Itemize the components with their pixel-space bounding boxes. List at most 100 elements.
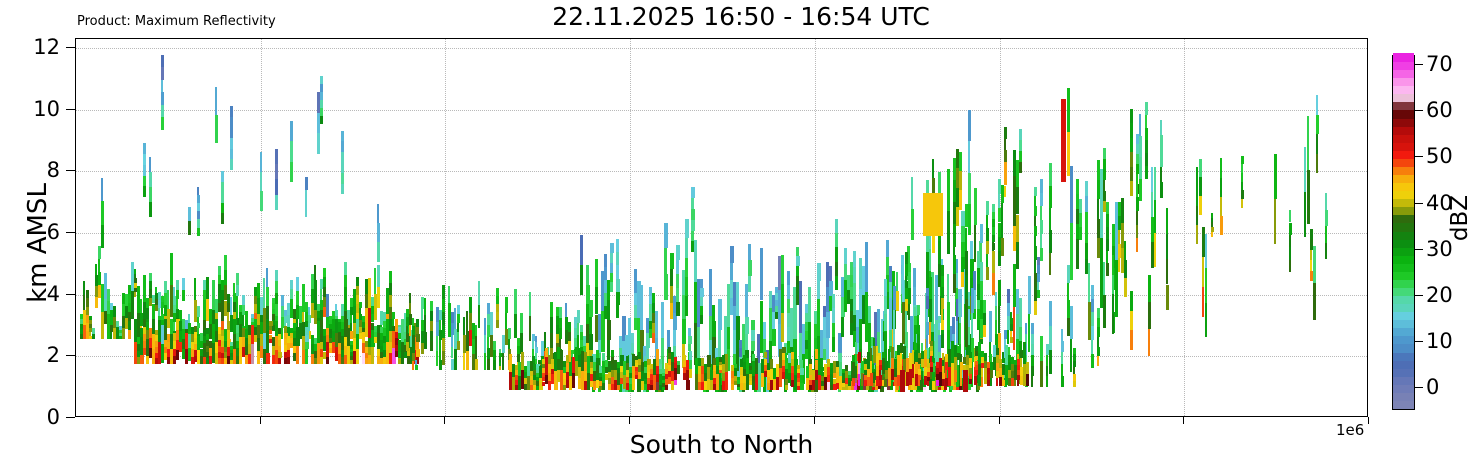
reflectivity-cell [82,295,86,311]
reflectivity-cell [866,382,870,391]
reflectivity-cell [914,361,919,374]
reflectivity-cell [423,315,427,333]
reflectivity-cell [127,321,132,331]
reflectivity-cell [388,283,392,296]
reflectivity-cell [890,369,894,381]
reflectivity-cell [340,173,344,184]
reflectivity-cell [1159,166,1163,183]
reflectivity-cell [781,283,784,314]
reflectivity-cell [579,332,584,340]
reflectivity-cell [154,298,159,305]
reflectivity-cell [725,353,728,372]
reflectivity-cell [764,358,767,365]
reflectivity-cell [812,380,815,391]
reflectivity-cell [865,241,868,292]
reflectivity-cell [641,371,644,381]
reflectivity-cell [536,363,540,369]
reflectivity-cell [229,297,233,315]
reflectivity-cell [1015,241,1019,270]
reflectivity-cell [787,313,791,328]
reflectivity-cell [800,367,804,376]
reflectivity-cell [736,281,739,316]
reflectivity-cell [974,375,978,386]
reflectivity-cell [364,293,368,309]
reflectivity-cell [230,360,234,365]
reflectivity-cell [322,277,326,288]
reflectivity-cell [558,307,562,318]
reflectivity-cell [940,258,943,269]
reflectivity-cell [365,341,369,348]
reflectivity-cell [937,316,941,324]
reflectivity-cell [567,351,571,361]
reflectivity-cell [745,317,749,334]
reflectivity-cell [545,347,548,357]
reflectivity-cell [1039,361,1043,388]
colorbar-tick-label: 70 [1426,52,1453,77]
reflectivity-cell [1022,341,1027,364]
reflectivity-cell [914,373,919,386]
reflectivity-cell [512,364,515,378]
reflectivity-cell [733,282,736,307]
reflectivity-cell [453,328,457,350]
reflectivity-cell [160,67,164,80]
reflectivity-cell [404,332,407,339]
y-axis-tick [66,293,75,295]
reflectivity-cell [956,345,960,353]
reflectivity-cell [1072,374,1076,381]
reflectivity-cell [670,302,674,320]
reflectivity-cell [370,297,374,306]
reflectivity-cell [386,319,390,342]
reflectivity-cell [365,347,368,353]
reflectivity-cell [395,319,399,326]
reflectivity-cell [319,100,323,109]
reflectivity-cell [770,379,774,391]
reflectivity-cell [563,378,566,385]
reflectivity-cell [154,292,158,299]
reflectivity-cell [326,356,329,365]
reflectivity-cell [1084,180,1089,197]
reflectivity-cell [220,213,224,224]
reflectivity-cell [644,384,647,391]
reflectivity-cell [182,329,185,340]
reflectivity-cell [474,347,478,359]
reflectivity-cell [229,127,233,139]
reflectivity-cell [955,258,959,274]
reflectivity-cell [952,179,957,203]
reflectivity-cell [1114,259,1118,317]
reflectivity-cell [284,326,287,333]
reflectivity-cell [769,341,773,359]
reflectivity-cell [968,357,973,363]
colorbar-segment [1393,109,1414,119]
reflectivity-cell [542,359,545,364]
reflectivity-cell [778,255,782,290]
reflectivity-cell [552,353,556,359]
reflectivity-cell [142,175,147,187]
reflectivity-cell [1045,376,1049,388]
reflectivity-cell [584,371,587,381]
reflectivity-cell [607,339,611,360]
reflectivity-cell [764,364,768,371]
reflectivity-cell [709,292,713,317]
reflectivity-cell [307,331,311,340]
reflectivity-cell [920,371,924,378]
reflectivity-cell [389,352,392,365]
reflectivity-cell [991,211,996,220]
reflectivity-cell [542,368,545,373]
reflectivity-cell [233,319,237,335]
reflectivity-cell [244,310,248,321]
reflectivity-cell [752,361,756,369]
reflectivity-cell [616,238,619,253]
x-axis-tick [1368,417,1369,424]
reflectivity-cell [688,335,692,344]
reflectivity-cell [599,372,603,377]
reflectivity-cell [959,377,963,386]
gridline-vertical [1184,39,1186,416]
reflectivity-cell [701,365,705,374]
reflectivity-cell [1144,165,1149,179]
reflectivity-cell [998,358,1003,368]
reflectivity-cell [697,327,701,376]
reflectivity-cell [1060,375,1064,388]
reflectivity-cell [1240,164,1244,174]
reflectivity-cell [471,338,475,355]
reflectivity-cell [310,274,314,289]
